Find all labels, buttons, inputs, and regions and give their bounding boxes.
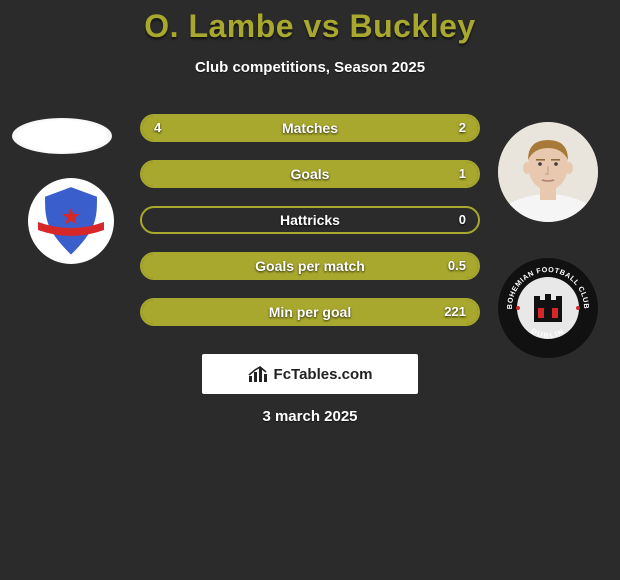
stat-row: Goals1 [140,160,480,188]
title-player-left: O. Lambe [144,8,294,44]
stat-label: Min per goal [142,300,478,324]
brand-box: FcTables.com [202,354,418,394]
stat-label: Goals per match [142,254,478,278]
stat-value-right: 0 [459,208,466,232]
subtitle: Club competitions, Season 2025 [0,59,620,76]
stat-value-right: 2 [459,116,466,140]
title-vs: vs [294,8,349,44]
stat-row: Goals per match0.5 [140,252,480,280]
footer-date: 3 march 2025 [0,408,620,425]
stat-row: Hattricks0 [140,206,480,234]
stat-value-right: 1 [459,162,466,186]
page-title: O. Lambe vs Buckley [0,8,620,45]
comparison-infographic: O. Lambe vs Buckley Club competitions, S… [0,0,620,580]
title-player-right: Buckley [349,8,475,44]
stat-label: Matches [142,116,478,140]
stat-label: Goals [142,162,478,186]
stat-value-right: 221 [444,300,466,324]
stat-row: Matches4 2 [140,114,480,142]
stat-label: Hattricks [142,208,478,232]
stat-value-left: 4 [154,116,161,140]
comparison-bars: Matches4 2 Goals1 Hattricks0 Goals per match… [0,114,620,354]
bar-chart-icon [248,365,268,383]
brand-text: FcTables.com [274,366,373,383]
stat-row: Min per goal221 [140,298,480,326]
stat-value-right: 0.5 [448,254,466,278]
